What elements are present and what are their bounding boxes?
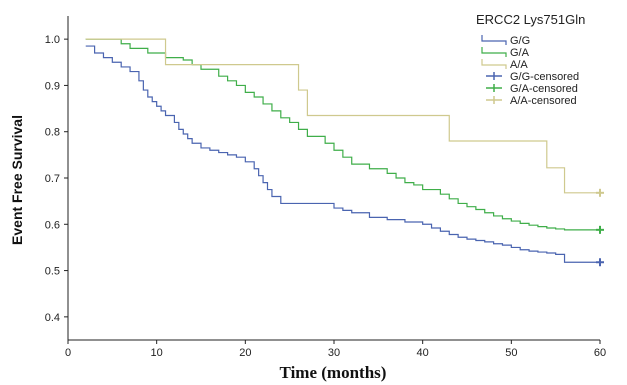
- series-line-g-a: [85, 38, 600, 231]
- legend-label: G/G: [510, 35, 530, 47]
- x-ticks: 0 10 20 30 40 50 60: [65, 340, 606, 359]
- series-line-g-g: [85, 45, 600, 263]
- legend-label: G/G-censored: [510, 71, 579, 83]
- x-tick-label: 30: [328, 347, 340, 359]
- series-line-a-a: [85, 38, 600, 194]
- legend-item: A/A-censored: [486, 95, 577, 107]
- censor-mark-g-g: [596, 258, 604, 267]
- x-tick-label: 50: [505, 347, 517, 359]
- legend-swatch: [481, 35, 507, 45]
- legend-item: G/G-censored: [486, 71, 579, 83]
- x-tick-label: 20: [239, 347, 251, 359]
- legend-title: ERCC2 Lys751Gln: [476, 12, 585, 27]
- legend-item: A/A: [481, 59, 528, 71]
- legend-label: A/A-censored: [510, 95, 577, 107]
- legend-item: G/G: [481, 35, 530, 47]
- legend-swatch: [481, 59, 507, 69]
- legend-label: G/A-censored: [510, 83, 578, 95]
- legend-label: A/A: [510, 59, 528, 71]
- legend-item: G/A: [481, 47, 530, 59]
- legend-label: G/A: [510, 47, 530, 59]
- y-tick-label: 0.5: [45, 266, 60, 278]
- censor-layer: [596, 188, 604, 267]
- legend-swatch: [481, 47, 507, 57]
- x-tick-label: 10: [151, 347, 163, 359]
- y-tick-label: 1.0: [45, 34, 60, 46]
- censor-mark-g-a: [596, 225, 604, 234]
- x-tick-label: 60: [594, 347, 606, 359]
- censor-mark-a-a: [596, 188, 604, 197]
- series-layer: [85, 38, 600, 263]
- x-tick-label: 0: [65, 347, 71, 359]
- axes: 0 10 20 30 40 50 60 0.4 0.5 0.6 0.7 0.8 0.9 1.0: [45, 16, 606, 359]
- y-tick-label: 0.9: [45, 80, 60, 92]
- legend-items: G/GG/AA/AG/G-censoredG/A-censoredA/A-cen…: [481, 35, 579, 107]
- y-tick-label: 0.7: [45, 173, 60, 185]
- y-ticks: 0.4 0.5 0.6 0.7 0.8 0.9 1.0: [45, 34, 68, 324]
- y-tick-label: 0.6: [45, 219, 60, 231]
- y-tick-label: 0.8: [45, 127, 60, 139]
- x-axis-title: Time (months): [280, 363, 387, 382]
- legend: ERCC2 Lys751Gln G/GG/AA/AG/G-censoredG/A…: [476, 12, 585, 107]
- y-axis-title: Event Free Survival: [9, 115, 25, 245]
- legend-item: G/A-censored: [486, 83, 578, 95]
- y-tick-label: 0.4: [45, 312, 60, 324]
- x-tick-label: 40: [417, 347, 429, 359]
